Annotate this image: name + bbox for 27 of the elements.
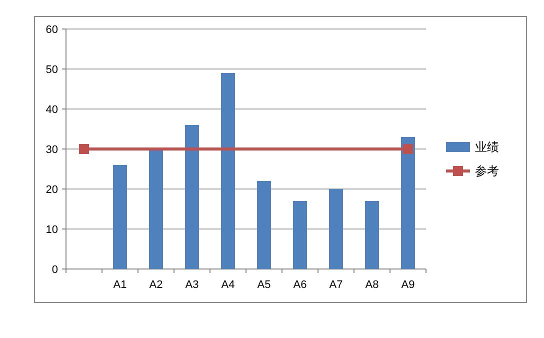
x-tick-label: A6 <box>293 279 307 291</box>
y-tick-label: 0 <box>52 264 58 276</box>
legend-label: 业绩 <box>475 140 499 154</box>
bar <box>113 165 127 269</box>
legend-label: 参考 <box>475 164 499 178</box>
bar <box>293 201 307 269</box>
x-tick-label: A8 <box>365 279 379 291</box>
x-tick-label: A3 <box>185 279 199 291</box>
x-tick-label: A7 <box>329 279 343 291</box>
bar <box>185 125 199 269</box>
bar <box>365 201 379 269</box>
bar <box>149 149 163 269</box>
y-tick-label: 30 <box>46 144 58 156</box>
x-tick-label: A4 <box>221 279 235 291</box>
bar <box>329 189 343 269</box>
y-tick-label: 60 <box>46 24 58 36</box>
x-tick-label: A2 <box>149 279 163 291</box>
y-tick-label: 50 <box>46 64 58 76</box>
x-tick-label: A5 <box>257 279 271 291</box>
bar <box>401 137 415 269</box>
y-tick-label: 40 <box>46 104 58 116</box>
y-tick-label: 10 <box>46 224 58 236</box>
x-tick-label: A1 <box>113 279 127 291</box>
bar <box>257 181 271 269</box>
bar <box>221 73 235 269</box>
x-tick-label: A9 <box>401 279 415 291</box>
y-tick-label: 20 <box>46 184 58 196</box>
